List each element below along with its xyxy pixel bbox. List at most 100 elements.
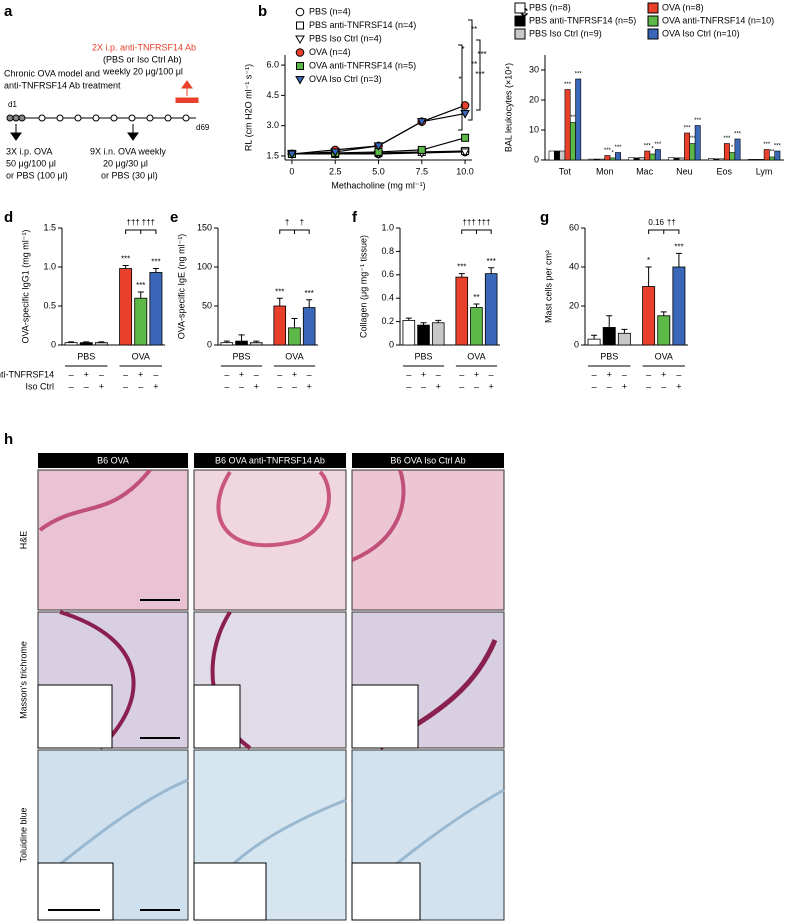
condition-sign: – [661, 381, 666, 391]
sig-label: *** [734, 132, 742, 138]
panel-a: a Chronic OVA model and anti-TNFRSF14 Ab… [4, 3, 210, 180]
error-bar [68, 341, 75, 343]
condition-sign: – [153, 369, 158, 379]
bar [249, 342, 263, 346]
y-tick-label: 0.5 [43, 300, 56, 310]
marker [460, 101, 470, 110]
bar [402, 320, 416, 346]
bar [484, 273, 498, 346]
sig-label: *** [644, 144, 652, 150]
bar [678, 157, 685, 161]
condition-sign: – [123, 369, 128, 379]
condition-sign: – [459, 381, 464, 391]
sig-label: *** [774, 144, 782, 150]
bar [569, 122, 576, 161]
x-tick-label: Neu [676, 166, 693, 176]
treat-label: (PBS or Iso Ctrl Ab) [103, 54, 182, 64]
y-tick-label: 1.5 [43, 222, 56, 232]
group-label: OVA [467, 351, 485, 361]
y-tick-label: 20 [529, 94, 539, 104]
legend-label: OVA (n=8) [662, 2, 704, 12]
group-label: OVA [285, 351, 303, 361]
treat-label: 2X i.p. anti-TNFRSF14 Ab [92, 42, 196, 52]
bar [587, 338, 601, 346]
condition-sign: – [254, 369, 259, 379]
sig-label: *** [654, 142, 662, 148]
sig-label: *** [475, 70, 484, 79]
bar [417, 324, 430, 346]
arrows [10, 124, 139, 141]
condition-sign: + [292, 369, 297, 379]
bar [564, 89, 571, 161]
condition-sign: – [607, 381, 612, 391]
bar [763, 149, 770, 161]
legend-swatch [514, 28, 526, 40]
bar [431, 322, 445, 346]
x-axis-label: Methacholine (mg ml⁻¹) [331, 180, 425, 190]
bar [588, 158, 595, 161]
error-bar [152, 268, 159, 273]
x-tick-label: Tot [559, 166, 572, 176]
bracket-label: ††† [477, 218, 490, 227]
error-bar [83, 341, 90, 343]
error-bar [223, 340, 230, 343]
group-label: PBS [77, 351, 95, 361]
day-label: d69 [196, 123, 210, 132]
bar [689, 143, 696, 161]
bar [602, 327, 616, 346]
y-tick-label: 1.0 [43, 261, 56, 271]
error-bar [675, 252, 682, 267]
bar [64, 342, 78, 346]
bracket [125, 229, 157, 234]
timeline-dots [6, 114, 190, 122]
legend-swatch [647, 15, 659, 27]
condition-label: Iso Ctrl [25, 381, 54, 391]
bar [609, 157, 616, 161]
bar [644, 150, 651, 161]
day-label: d1 [8, 100, 17, 109]
bar [575, 78, 582, 161]
y-tick-label: 20 [569, 300, 579, 310]
condition-sign: + [138, 369, 143, 379]
column-header: B6 OVA [97, 455, 129, 465]
bar [470, 307, 483, 346]
panel-letter: b [258, 3, 267, 20]
x-tick-label: Lym [756, 166, 773, 176]
group-label: PBS [233, 351, 251, 361]
sig-brackets [458, 19, 481, 131]
error-bar [405, 317, 412, 321]
y-axis-label: Collagen (μg mg⁻¹ tissue) [358, 235, 368, 338]
bar [758, 159, 765, 161]
y-tick-label: 0.4 [381, 293, 394, 303]
y-tick-label: 0 [207, 339, 212, 349]
legend-label: PBS (n=8) [529, 2, 571, 12]
bar [455, 276, 469, 346]
sig-label: *** [615, 145, 623, 151]
bar [642, 286, 656, 346]
bar [559, 150, 566, 161]
error-bar [488, 267, 495, 274]
bar [672, 266, 686, 346]
condition-sign: – [592, 381, 597, 391]
error-bar [253, 340, 260, 343]
sig-label: ** [471, 60, 477, 69]
column-header: B6 OVA anti-TNFRSF14 Ab [215, 455, 325, 465]
marker [460, 148, 470, 157]
y-tick-label: 60 [569, 222, 579, 232]
condition-sign: + [622, 381, 627, 391]
condition-label: Anti-TNFRSF14 [0, 369, 54, 379]
sig-label: ** [473, 293, 479, 302]
condition-sign: + [307, 381, 312, 391]
bar [617, 332, 631, 346]
sig-label: *** [457, 263, 466, 272]
sig-label: ** [571, 115, 576, 121]
marker [461, 133, 470, 142]
error-bar [660, 311, 667, 316]
error-bar [435, 319, 442, 323]
bar [599, 158, 606, 161]
legend-swatch [647, 2, 659, 14]
condition-sign: – [69, 369, 74, 379]
condition-sign: – [277, 381, 282, 391]
bar [593, 158, 600, 161]
sens-label: or PBS (100 μl) [6, 170, 68, 180]
